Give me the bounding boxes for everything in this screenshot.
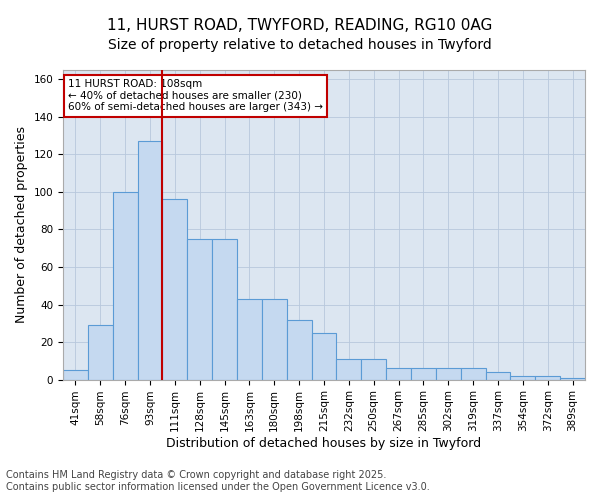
Bar bbox=[113, 192, 137, 380]
Text: 11 HURST ROAD: 108sqm
← 40% of detached houses are smaller (230)
60% of semi-det: 11 HURST ROAD: 108sqm ← 40% of detached … bbox=[68, 80, 323, 112]
Bar bbox=[88, 325, 113, 380]
Bar bbox=[485, 372, 511, 380]
Y-axis label: Number of detached properties: Number of detached properties bbox=[15, 126, 28, 324]
Bar bbox=[262, 299, 287, 380]
Text: Contains public sector information licensed under the Open Government Licence v3: Contains public sector information licen… bbox=[6, 482, 430, 492]
Bar bbox=[560, 378, 585, 380]
Text: Contains HM Land Registry data © Crown copyright and database right 2025.: Contains HM Land Registry data © Crown c… bbox=[6, 470, 386, 480]
Bar bbox=[137, 142, 163, 380]
Text: 11, HURST ROAD, TWYFORD, READING, RG10 0AG: 11, HURST ROAD, TWYFORD, READING, RG10 0… bbox=[107, 18, 493, 32]
Bar bbox=[337, 359, 361, 380]
Bar bbox=[411, 368, 436, 380]
Bar bbox=[436, 368, 461, 380]
Bar bbox=[187, 239, 212, 380]
Bar bbox=[386, 368, 411, 380]
Text: Size of property relative to detached houses in Twyford: Size of property relative to detached ho… bbox=[108, 38, 492, 52]
Bar bbox=[535, 376, 560, 380]
Bar bbox=[287, 320, 311, 380]
Bar bbox=[163, 200, 187, 380]
Bar bbox=[63, 370, 88, 380]
X-axis label: Distribution of detached houses by size in Twyford: Distribution of detached houses by size … bbox=[166, 437, 482, 450]
Bar bbox=[311, 332, 337, 380]
Bar bbox=[511, 376, 535, 380]
Bar bbox=[461, 368, 485, 380]
Bar bbox=[212, 239, 237, 380]
Bar bbox=[237, 299, 262, 380]
Bar bbox=[361, 359, 386, 380]
